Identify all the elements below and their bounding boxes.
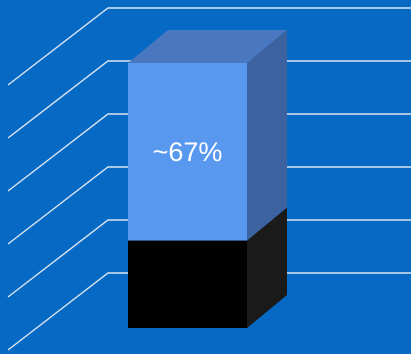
bar-group [128,30,287,328]
gridline-0 [7,272,411,351]
data-label-upper: ~67% [153,137,223,167]
gridline-1 [7,219,411,298]
bar-segment-1-side [247,30,287,241]
gridline-3 [7,113,411,192]
bar-top-face [128,30,287,63]
gridlines [7,7,411,351]
bar-segment-0-side [247,207,287,328]
gridline-4 [7,60,411,139]
gridline-2 [7,166,411,245]
bar-segment-0 [128,240,247,328]
bar-segment-1 [128,63,247,241]
gridline-5 [7,7,411,86]
